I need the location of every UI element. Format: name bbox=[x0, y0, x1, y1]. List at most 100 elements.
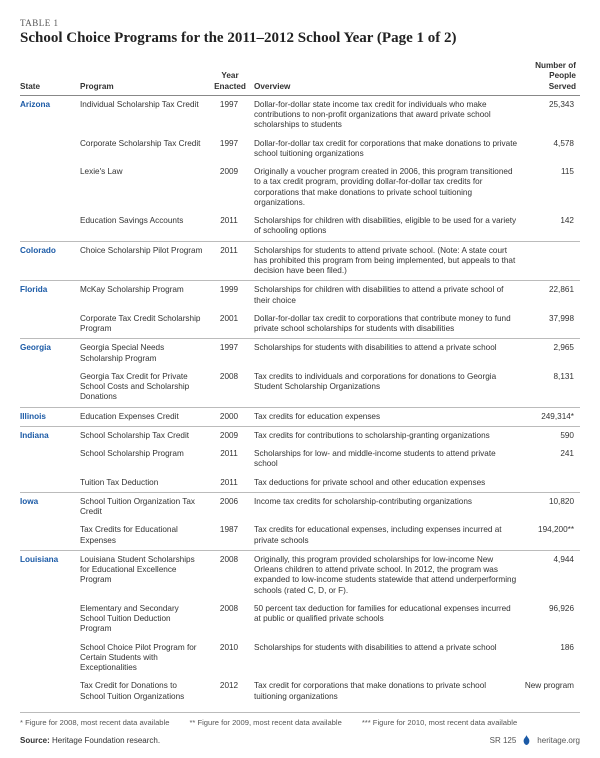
overview-cell: Income tax credits for scholarship-contr… bbox=[254, 492, 524, 521]
overview-cell: Tax credits to individuals and corporati… bbox=[254, 368, 524, 407]
program-cell: Tax Credits for Educational Expenses bbox=[80, 521, 210, 550]
table-row: IllinoisEducation Expenses Credit2000Tax… bbox=[20, 407, 580, 426]
overview-cell: Tax credit for corporations that make do… bbox=[254, 677, 524, 706]
table-row: Education Savings Accounts2011Scholarshi… bbox=[20, 212, 580, 241]
year-cell: 2008 bbox=[210, 550, 254, 600]
served-cell: 2,965 bbox=[524, 339, 580, 368]
programs-table: State Program Year Enacted Overview Numb… bbox=[20, 57, 580, 706]
col-header-year: Year Enacted bbox=[210, 57, 254, 95]
footnotes: * Figure for 2008, most recent data avai… bbox=[20, 712, 580, 727]
program-cell: Corporate Tax Credit Scholarship Program bbox=[80, 310, 210, 339]
table-row: Corporate Tax Credit Scholarship Program… bbox=[20, 310, 580, 339]
table-row: FloridaMcKay Scholarship Program1999Scho… bbox=[20, 281, 580, 310]
program-cell: School Tuition Organization Tax Credit bbox=[80, 492, 210, 521]
program-cell: Louisiana Student Scholarships for Educa… bbox=[80, 550, 210, 600]
state-cell: Georgia bbox=[20, 339, 80, 368]
year-cell: 2009 bbox=[210, 163, 254, 212]
table-row: ColoradoChoice Scholarship Pilot Program… bbox=[20, 241, 580, 281]
program-cell: Tax Credit for Donations to School Tuiti… bbox=[80, 677, 210, 706]
overview-cell: Scholarships for children with disabilit… bbox=[254, 281, 524, 310]
served-cell: 22,861 bbox=[524, 281, 580, 310]
year-cell: 2011 bbox=[210, 445, 254, 474]
table-row: Lexie's Law2009Originally a voucher prog… bbox=[20, 163, 580, 212]
served-cell: 241 bbox=[524, 445, 580, 474]
state-cell: Indiana bbox=[20, 426, 80, 445]
program-cell: School Scholarship Tax Credit bbox=[80, 426, 210, 445]
overview-cell: Dollar-for-dollar state income tax credi… bbox=[254, 95, 524, 134]
overview-cell: Scholarships for students to attend priv… bbox=[254, 241, 524, 281]
program-cell: Corporate Scholarship Tax Credit bbox=[80, 135, 210, 164]
program-cell: Lexie's Law bbox=[80, 163, 210, 212]
footnote: ** Figure for 2009, most recent data ava… bbox=[189, 718, 341, 727]
served-cell: 142 bbox=[524, 212, 580, 241]
source-label: Source: bbox=[20, 736, 50, 745]
overview-cell: Scholarships for low- and middle-income … bbox=[254, 445, 524, 474]
year-cell: 2009 bbox=[210, 426, 254, 445]
site-link: heritage.org bbox=[537, 736, 580, 745]
table-row: School Scholarship Program2011Scholarshi… bbox=[20, 445, 580, 474]
overview-cell: Scholarships for children with disabilit… bbox=[254, 212, 524, 241]
table-row: Corporate Scholarship Tax Credit1997Doll… bbox=[20, 135, 580, 164]
overview-cell: Dollar-for-dollar tax credit for corpora… bbox=[254, 135, 524, 164]
overview-cell: 50 percent tax deduction for families fo… bbox=[254, 600, 524, 639]
table-header-row: State Program Year Enacted Overview Numb… bbox=[20, 57, 580, 95]
program-cell: Tuition Tax Deduction bbox=[80, 474, 210, 493]
table-row: Tax Credit for Donations to School Tuiti… bbox=[20, 677, 580, 706]
served-cell: 249,314* bbox=[524, 407, 580, 426]
state-cell: Florida bbox=[20, 281, 80, 310]
table-row: IndianaSchool Scholarship Tax Credit2009… bbox=[20, 426, 580, 445]
program-cell: Georgia Tax Credit for Private School Co… bbox=[80, 368, 210, 407]
sr-id: SR 125 bbox=[490, 736, 517, 745]
state-cell: Illinois bbox=[20, 407, 80, 426]
program-cell: School Choice Pilot Program for Certain … bbox=[80, 639, 210, 678]
table-row: Tuition Tax Deduction2011Tax deductions … bbox=[20, 474, 580, 493]
served-cell bbox=[524, 474, 580, 493]
table-row: Elementary and Secondary School Tuition … bbox=[20, 600, 580, 639]
state-cell bbox=[20, 212, 80, 241]
state-cell bbox=[20, 521, 80, 550]
year-cell: 1999 bbox=[210, 281, 254, 310]
state-cell bbox=[20, 600, 80, 639]
state-cell bbox=[20, 163, 80, 212]
table-row: ArizonaIndividual Scholarship Tax Credit… bbox=[20, 95, 580, 134]
source-row: Source: Heritage Foundation research. SR… bbox=[20, 735, 580, 746]
overview-cell: Tax credits for educational expenses, in… bbox=[254, 521, 524, 550]
state-cell bbox=[20, 474, 80, 493]
year-cell: 2010 bbox=[210, 639, 254, 678]
state-cell bbox=[20, 135, 80, 164]
year-cell: 2011 bbox=[210, 241, 254, 281]
program-cell: Education Expenses Credit bbox=[80, 407, 210, 426]
year-cell: 2000 bbox=[210, 407, 254, 426]
state-cell bbox=[20, 677, 80, 706]
state-cell bbox=[20, 445, 80, 474]
served-cell: 590 bbox=[524, 426, 580, 445]
program-cell: Choice Scholarship Pilot Program bbox=[80, 241, 210, 281]
state-cell: Colorado bbox=[20, 241, 80, 281]
program-cell: Elementary and Secondary School Tuition … bbox=[80, 600, 210, 639]
year-cell: 2006 bbox=[210, 492, 254, 521]
state-cell: Louisiana bbox=[20, 550, 80, 600]
year-cell: 1997 bbox=[210, 339, 254, 368]
footnote: *** Figure for 2010, most recent data av… bbox=[362, 718, 517, 727]
state-cell bbox=[20, 368, 80, 407]
col-header-overview: Overview bbox=[254, 57, 524, 95]
overview-cell: Scholarships for students with disabilit… bbox=[254, 339, 524, 368]
served-cell bbox=[524, 241, 580, 281]
year-cell: 2011 bbox=[210, 212, 254, 241]
col-header-program: Program bbox=[80, 57, 210, 95]
overview-cell: Scholarships for students with disabilit… bbox=[254, 639, 524, 678]
heritage-flame-icon bbox=[522, 735, 531, 746]
served-cell: 96,926 bbox=[524, 600, 580, 639]
overview-cell: Originally, this program provided schola… bbox=[254, 550, 524, 600]
served-cell: 4,944 bbox=[524, 550, 580, 600]
year-cell: 1997 bbox=[210, 95, 254, 134]
table-row: School Choice Pilot Program for Certain … bbox=[20, 639, 580, 678]
overview-cell: Dollar-for-dollar tax credit to corporat… bbox=[254, 310, 524, 339]
table-row: IowaSchool Tuition Organization Tax Cred… bbox=[20, 492, 580, 521]
table-row: Georgia Tax Credit for Private School Co… bbox=[20, 368, 580, 407]
overview-cell: Tax deductions for private school and ot… bbox=[254, 474, 524, 493]
table-row: Tax Credits for Educational Expenses1987… bbox=[20, 521, 580, 550]
served-cell: New program bbox=[524, 677, 580, 706]
year-cell: 2008 bbox=[210, 368, 254, 407]
table-row: GeorgiaGeorgia Special Needs Scholarship… bbox=[20, 339, 580, 368]
